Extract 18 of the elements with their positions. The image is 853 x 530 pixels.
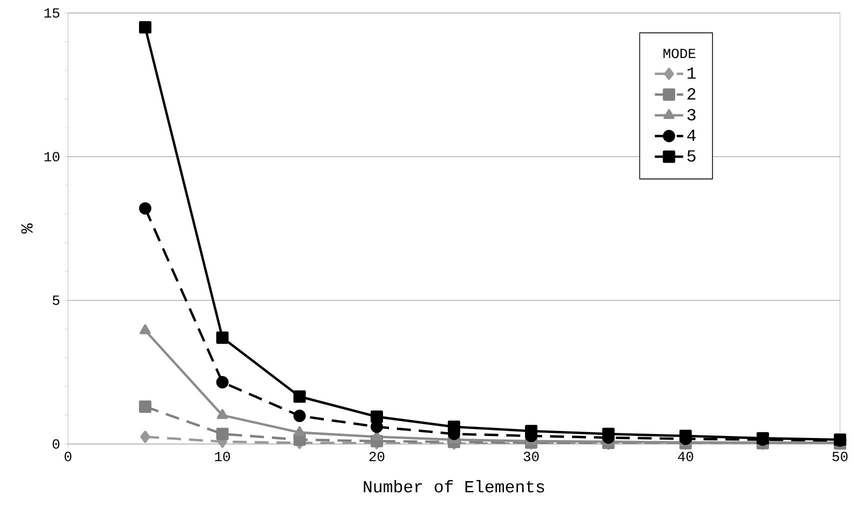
- x-tick-label: 40: [678, 452, 694, 462]
- x-axis-title: Number of Elements: [364, 480, 544, 492]
- legend-label: 3: [687, 108, 696, 120]
- legend-label: 1: [688, 68, 696, 79]
- legend-label: 5: [687, 150, 696, 162]
- legend-label: 2: [688, 88, 696, 100]
- y-tick-label: 0: [52, 439, 60, 449]
- y-tick-label: 15: [44, 8, 60, 18]
- y-tick-label: 5: [52, 296, 60, 305]
- y-tick-label: 10: [44, 152, 60, 162]
- legend-title: MODE: [664, 48, 696, 58]
- x-tick-label: 20: [369, 452, 384, 462]
- x-tick-label: 30: [524, 452, 539, 462]
- legend-label: 4: [687, 130, 696, 141]
- x-tick-label: 10: [215, 452, 230, 462]
- x-tick-label: 0: [64, 452, 72, 462]
- x-tick-label: 50: [832, 452, 848, 462]
- y-axis-title: %: [21, 223, 33, 234]
